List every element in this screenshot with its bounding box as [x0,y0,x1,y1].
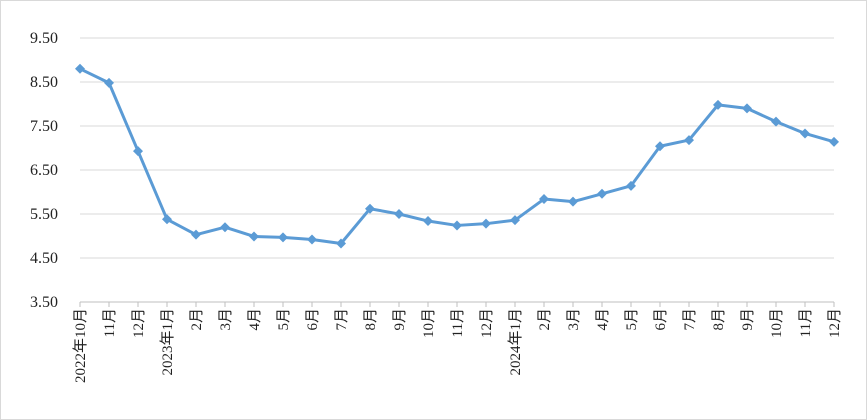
data-point-marker [626,180,636,191]
x-tick-label: 5月 [276,308,292,331]
x-tick-label: 3月 [566,308,582,331]
x-tick-labels: 2022年10月 11月 12月 2023年1月 2月 3月 4月 5月 6月 7月 8月 9月 10月… [72,308,843,383]
y-tick-label: 4.50 [30,250,58,267]
data-point-marker [713,99,723,110]
x-tick-label: 10月 [421,308,437,338]
data-point-marker [771,116,781,127]
x-tick-label: 2月 [189,308,205,331]
x-tick-label: 6月 [305,308,321,331]
data-point-marker [191,229,201,240]
x-tick-label: 9月 [392,308,408,331]
x-tick-label: 4月 [247,308,263,331]
x-tick-label: 10月 [769,308,785,338]
x-tick-label: 2022年10月 [72,308,89,383]
x-tick-label: 4月 [595,308,611,331]
y-tick-label: 9.50 [30,30,58,47]
data-point-marker [800,128,810,139]
series-line [78,67,836,245]
data-point-marker [655,141,665,152]
data-point-marker [423,216,433,227]
x-tick-label: 12月 [827,308,843,338]
data-point-marker [133,146,143,157]
axes [79,301,835,307]
x-tick-label: 7月 [334,308,350,331]
y-tick-label: 5.50 [30,206,58,223]
x-tick-label: 3月 [218,308,234,331]
data-point-marker [75,63,85,74]
data-point-marker [829,136,839,147]
y-tick-label: 7.50 [30,118,58,135]
x-tick-label: 6月 [653,308,669,331]
x-tick-label: 2023年1月 [159,308,176,376]
data-point-marker [220,222,230,233]
data-point-marker [452,220,462,231]
data-point-marker [742,103,752,114]
data-point-marker [510,215,520,226]
data-point-marker [597,188,607,199]
y-tick-label: 6.50 [30,162,58,179]
x-tick-label: 5月 [624,308,640,331]
x-tick-label: 8月 [711,308,727,331]
data-point-marker [278,232,288,243]
data-point-marker [568,196,578,207]
x-tick-label: 11月 [450,308,466,337]
data-point-marker [394,209,404,219]
data-point-marker [104,77,114,88]
data-point-marker [162,214,172,225]
x-tick-label: 2月 [537,308,553,331]
x-tick-label: 2024年1月 [507,308,524,376]
x-tick-label: 12月 [131,308,147,338]
gridlines [80,37,834,259]
y-tick-labels: 3.50 4.50 5.50 6.50 7.50 8.50 9.50 [30,30,58,311]
data-point-marker [481,218,491,229]
data-point-marker [249,231,259,242]
data-point-marker [684,135,694,146]
series [75,63,839,249]
data-point-marker [539,194,549,205]
x-tick-label: 11月 [798,308,814,337]
data-point-marker [307,234,317,245]
y-tick-label: 3.50 [30,294,58,311]
x-tick-label: 11月 [102,308,118,337]
x-tick-label: 9月 [740,308,756,331]
data-point-marker [336,238,346,249]
y-tick-label: 8.50 [30,74,58,91]
data-point-marker [365,203,375,214]
x-tick-label: 7月 [682,308,698,331]
x-tick-label: 8月 [363,308,379,331]
x-tick-label: 12月 [479,308,495,338]
